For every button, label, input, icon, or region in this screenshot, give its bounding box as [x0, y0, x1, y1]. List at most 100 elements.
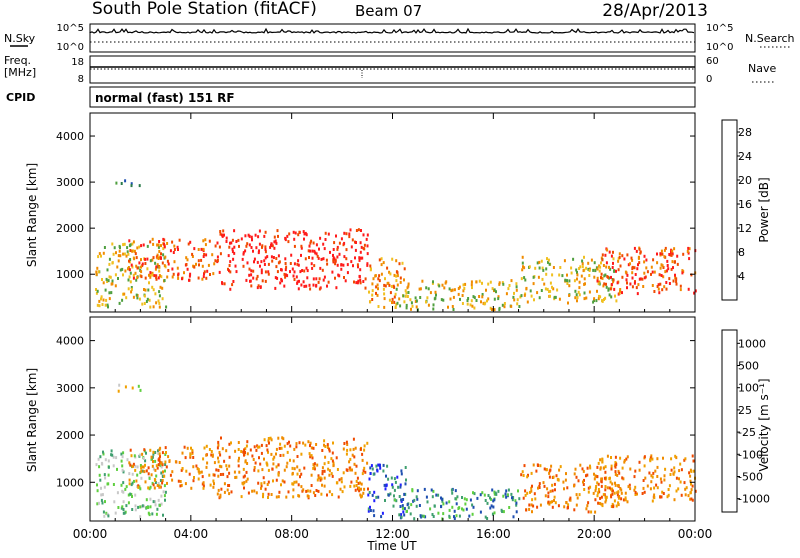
power-cell	[124, 269, 127, 273]
velocity-cell	[608, 486, 611, 490]
velocity-cell	[234, 476, 237, 479]
velocity-cell	[330, 457, 333, 461]
power-cell	[161, 286, 164, 290]
power-cell	[146, 244, 149, 248]
power-cell	[529, 289, 532, 293]
velocity-cell	[152, 483, 155, 487]
velocity-cell	[413, 517, 416, 521]
velocity-cell	[151, 464, 154, 468]
power-cell	[312, 277, 315, 281]
velocity-cell	[212, 473, 215, 477]
velocity-cell	[358, 486, 360, 490]
power-cell	[487, 282, 490, 286]
velocity-cell	[353, 455, 356, 459]
velocity-cell	[683, 481, 686, 485]
velocity-cell	[604, 465, 607, 469]
power-cell	[604, 296, 607, 300]
power-cell	[155, 277, 158, 281]
velocity-cell	[278, 446, 281, 450]
power-cell	[277, 254, 280, 258]
velocity-cell	[368, 491, 371, 494]
power-cell	[276, 270, 279, 274]
velocity-cell	[536, 463, 539, 467]
velocity-cell	[217, 443, 220, 447]
power-cell	[688, 247, 691, 251]
velocity-cell	[351, 468, 353, 472]
velocity-cell	[327, 467, 330, 471]
power-cell	[556, 288, 559, 292]
velocity-cell	[255, 491, 258, 495]
velocity-cell	[96, 489, 99, 493]
velocity-cell	[346, 443, 349, 446]
power-cell	[637, 263, 639, 267]
velocity-cell	[267, 492, 270, 496]
velocity-cell	[549, 489, 552, 493]
velocity-cell	[277, 495, 280, 499]
velocity-cell	[101, 462, 104, 466]
velocity-cell	[604, 485, 607, 488]
velocity-cell	[451, 505, 454, 509]
power-cell	[203, 253, 206, 256]
power-cell	[327, 280, 330, 284]
velocity-cell	[465, 507, 468, 511]
velocity-cell	[288, 440, 290, 444]
velocity-cell	[398, 495, 401, 498]
velocity-cell	[534, 497, 537, 501]
velocity-cell	[160, 471, 163, 475]
velocity-cell	[168, 459, 171, 463]
velocity-cell	[323, 443, 325, 447]
noise-left-bottom: 10^0	[57, 42, 84, 53]
velocity-cell	[99, 455, 102, 459]
velocity-cell	[611, 492, 614, 496]
velocity-cell	[158, 485, 161, 489]
velocity-cell	[246, 452, 249, 456]
power-cell	[470, 283, 473, 287]
velocity-colorbar-frame	[721, 329, 738, 513]
power-cell	[144, 262, 147, 265]
velocity-cell	[371, 493, 374, 497]
velocity-cell	[366, 461, 369, 465]
power-cell	[336, 245, 339, 249]
power-cell	[246, 242, 249, 246]
velocity-cell	[309, 441, 312, 445]
power-cell	[308, 244, 311, 248]
power-cell	[131, 265, 134, 269]
velocity-cell	[158, 503, 161, 507]
power-cell	[95, 288, 97, 291]
power-cell	[317, 280, 320, 284]
velocity-cell	[128, 482, 131, 486]
velocity-cell	[149, 497, 152, 501]
power-cell	[636, 292, 639, 296]
power-cell	[610, 254, 613, 258]
velocity-cell	[245, 479, 248, 483]
velocity-cell	[688, 471, 691, 475]
velocity-cell	[683, 458, 686, 462]
power-cell	[429, 291, 432, 295]
freq-label-2: [MHz]	[4, 66, 36, 79]
power-cell	[605, 265, 608, 269]
power-cell	[231, 238, 234, 242]
power-cell	[665, 281, 668, 284]
velocity-cell	[626, 500, 629, 504]
power-cell	[588, 274, 591, 277]
noise-right-top: 10^5	[706, 23, 733, 34]
velocity-cell	[391, 483, 394, 487]
power-cell	[108, 257, 111, 261]
velocity-cell	[300, 452, 303, 456]
power-cell	[166, 259, 169, 263]
nsky-label: N.Sky	[4, 32, 36, 45]
power-frame	[89, 112, 696, 313]
velocity-cell	[689, 479, 692, 483]
velocity-cell	[464, 502, 467, 506]
power-cell	[151, 258, 154, 262]
velocity-cell	[582, 483, 585, 486]
velocity-cell	[164, 498, 166, 502]
power-cell	[285, 265, 288, 269]
power-cell	[127, 287, 130, 291]
velocity-cell	[326, 446, 329, 449]
velocity-cell	[420, 515, 423, 519]
velocity-cell	[479, 510, 482, 514]
velocity-cell	[650, 480, 653, 484]
power-cell	[523, 276, 526, 280]
power-cell	[278, 260, 281, 264]
